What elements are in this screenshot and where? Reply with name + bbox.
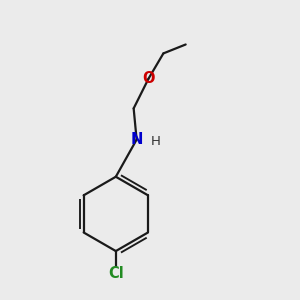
Text: Cl: Cl: [108, 266, 124, 281]
Text: N: N: [130, 132, 143, 147]
Text: O: O: [142, 71, 155, 86]
Text: H: H: [151, 135, 161, 148]
